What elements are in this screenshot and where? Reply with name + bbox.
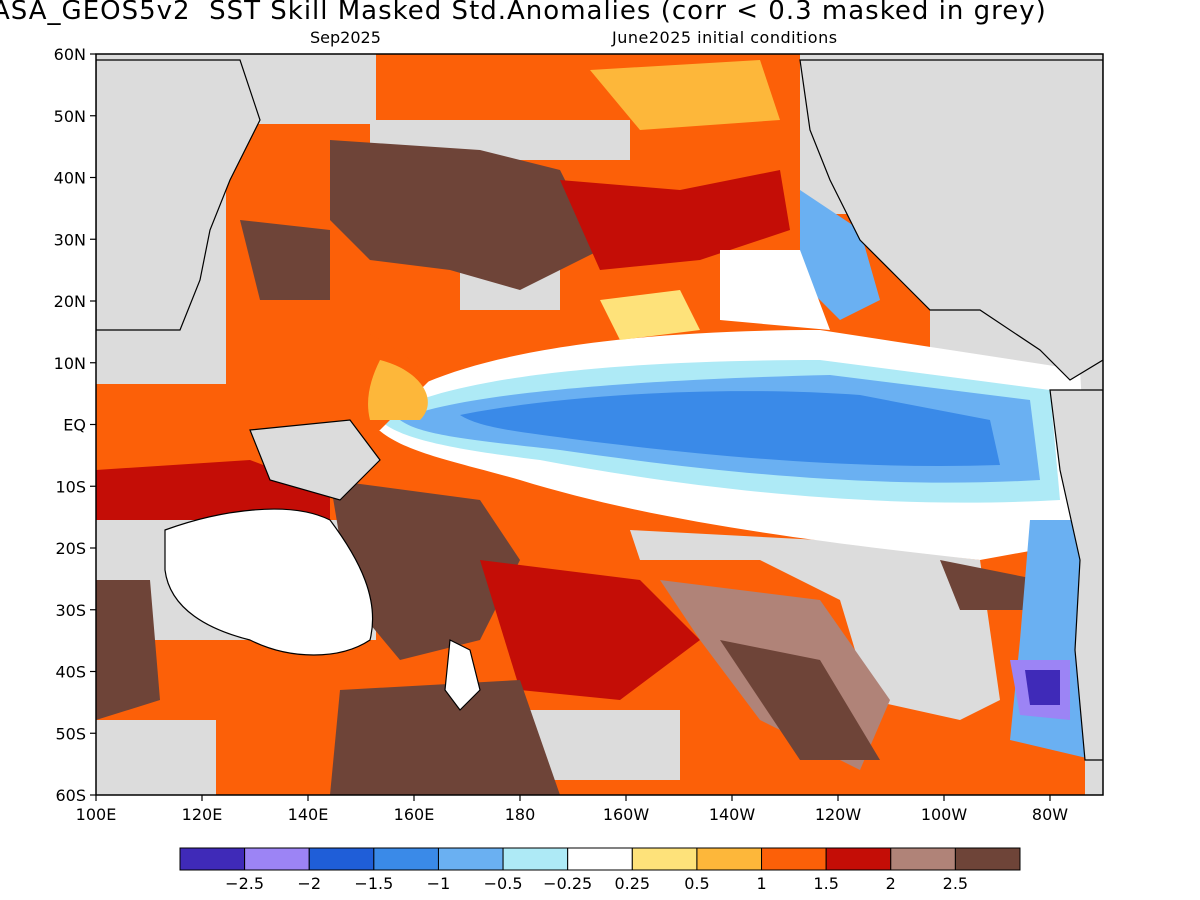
anomaly-plus-1 (590, 60, 780, 130)
colorbar-swatch (373, 847, 439, 871)
anomaly-minus-0-5 (800, 190, 880, 320)
maritime-continent-landmass (249, 419, 381, 501)
colorbar-tick-label: 2 (886, 874, 896, 893)
anomaly-plus-2-5 (96, 580, 160, 720)
anomaly-plus-2-5 (720, 640, 880, 760)
init-conditions-label: June2025 initial conditions (612, 28, 838, 47)
lat-tick-label: 40S (55, 663, 86, 682)
colorbar-swatch (244, 847, 310, 871)
lon-tick-label: 140E (288, 805, 329, 824)
colorbar-swatch (437, 847, 504, 871)
longitude-axis: 100E 120E 140E 160E 180 160W 140W 120W 100W 80W (76, 795, 1068, 824)
lat-tick-label: 40N (54, 169, 86, 188)
colorbar-tick-label: −2 (297, 874, 321, 893)
anomaly-near-zero (720, 250, 830, 330)
australia-landmass (164, 508, 374, 656)
lat-tick-label: 30N (54, 230, 86, 249)
colorbar-swatch (179, 847, 246, 871)
colorbar-swatch (825, 847, 892, 871)
lat-tick-label: 60N (54, 45, 86, 64)
colorbar-swatch (631, 847, 698, 871)
mask-region (630, 530, 1000, 720)
colorbar-tick-label: 2.5 (943, 874, 968, 893)
lon-tick-label: 120E (182, 805, 223, 824)
colorbar-tick-label: −1.5 (354, 874, 393, 893)
colorbar-swatch (696, 847, 763, 871)
lon-tick-label: 100W (921, 805, 968, 824)
lat-tick-label: 60S (55, 786, 86, 805)
anomaly-plus-2-5 (240, 220, 330, 300)
sst-field (96, 54, 1103, 795)
lon-tick-label: 140W (709, 805, 756, 824)
anomaly-plus-2-5 (940, 560, 1040, 610)
valid-month-label: Sep2025 (310, 28, 381, 47)
colorbar-swatch (890, 847, 956, 871)
lat-tick-label: 20S (55, 539, 86, 558)
colorbar-swatch (308, 847, 375, 871)
lat-tick-label: 10S (55, 477, 86, 496)
anomaly-minus-2-5 (1025, 670, 1060, 705)
anomaly-plus-0-25 (600, 290, 700, 340)
anomaly-plus-2 (560, 170, 790, 270)
colorbar-swatch (954, 847, 1021, 871)
lon-tick-label: 120W (815, 805, 862, 824)
colorbar-tick-label: −2.5 (225, 874, 264, 893)
new-zealand-landmass (444, 639, 481, 711)
lat-tick-label: 10N (54, 354, 86, 373)
colorbar-tick-label: −0.25 (543, 874, 592, 893)
lon-tick-label: 160E (394, 805, 435, 824)
colorbar-tick-label: 1 (756, 874, 766, 893)
south-america-landmass (1049, 389, 1103, 761)
lon-tick-label: 180 (505, 805, 536, 824)
map-title: ASA_GEOS5v2 SST Skill Masked Std.Anomali… (0, 0, 1047, 26)
colorbar-swatch (502, 847, 569, 871)
lon-tick-label: 100E (76, 805, 117, 824)
anomaly-plus-2-5 (330, 140, 600, 290)
lat-tick-label: EQ (63, 416, 86, 435)
north-america-landmass (799, 59, 1103, 381)
colorbar-tick-label: 1.5 (813, 874, 838, 893)
lon-tick-label: 80W (1032, 805, 1068, 824)
anomaly-plus-2-5 (330, 680, 560, 795)
land-masses (96, 59, 1103, 761)
lat-tick-label: 50S (55, 724, 86, 743)
mask-region (96, 720, 216, 795)
lat-tick-label: 20N (54, 292, 86, 311)
lat-tick-label: 50N (54, 107, 86, 126)
anomaly-plus-2 (480, 560, 700, 700)
colorbar-tick-label: −0.5 (484, 874, 523, 893)
lon-tick-label: 160W (603, 805, 650, 824)
colorbar: −2.5 −2 −1.5 −1 −0.5 −0.25 0.25 0.5 1 1.5 2 2.5 (179, 847, 1021, 893)
anomaly-minus-1 (460, 391, 1000, 466)
lat-tick-label: 30S (55, 601, 86, 620)
anomaly-plus-2-5 (330, 480, 520, 660)
colorbar-tick-label: −1 (427, 874, 451, 893)
asia-landmass (96, 59, 261, 331)
latitude-axis: 60N 50N 40N 30N 20N 10N EQ 10S 20S 30S 40S 50S 60S (54, 45, 96, 805)
colorbar-swatch (761, 847, 827, 871)
colorbar-tick-label: 0.5 (684, 874, 709, 893)
colorbar-swatch (567, 847, 633, 871)
anomaly-plus-1 (368, 360, 428, 420)
colorbar-tick-label: 0.25 (614, 874, 650, 893)
